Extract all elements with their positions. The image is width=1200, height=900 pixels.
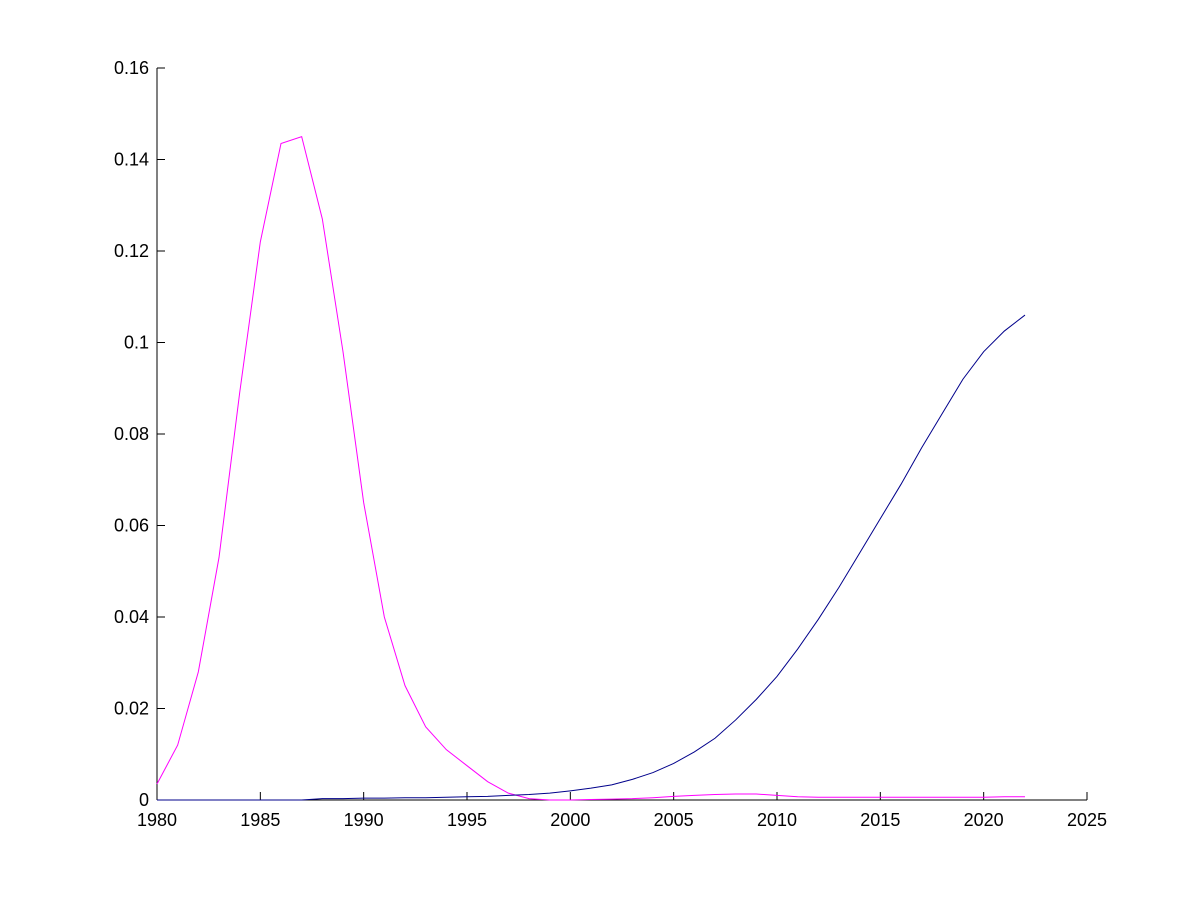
x-tick-label: 2025 — [1067, 810, 1107, 830]
x-tick-label: 2010 — [757, 810, 797, 830]
series-line-1 — [156, 135, 1025, 801]
x-tick-label: 1985 — [240, 810, 280, 830]
x-tick-label: 1990 — [344, 810, 384, 830]
x-tick-label: 1995 — [447, 810, 487, 830]
y-tick-label: 0.16 — [114, 58, 149, 78]
y-tick-label: 0.06 — [114, 516, 149, 536]
y-ticks: 0 0.02 0.04 0.06 0.08 0.1 0.12 0.14 0.16 — [114, 58, 165, 810]
x-tick-label: 1980 — [137, 810, 177, 830]
y-tick-label: 0 — [139, 790, 149, 810]
y-tick-label: 0.1 — [124, 333, 149, 353]
x-tick-label: 2000 — [550, 810, 590, 830]
y-tick-label: 0.04 — [114, 607, 149, 627]
y-tick-label: 0.12 — [114, 241, 149, 261]
x-tick-label: 2005 — [654, 810, 694, 830]
x-tick-label: 2020 — [964, 810, 1004, 830]
x-ticks: 1980 1985 1990 1995 2000 2005 2010 2015 2020 2025 — [137, 792, 1107, 830]
series-line-2 — [157, 314, 1026, 801]
series-lines — [156, 135, 1026, 801]
x-tick-label: 2015 — [860, 810, 900, 830]
y-tick-label: 0.14 — [114, 150, 149, 170]
y-tick-label: 0.08 — [114, 424, 149, 444]
y-tick-label: 0.02 — [114, 699, 149, 719]
axes — [156, 68, 1087, 801]
